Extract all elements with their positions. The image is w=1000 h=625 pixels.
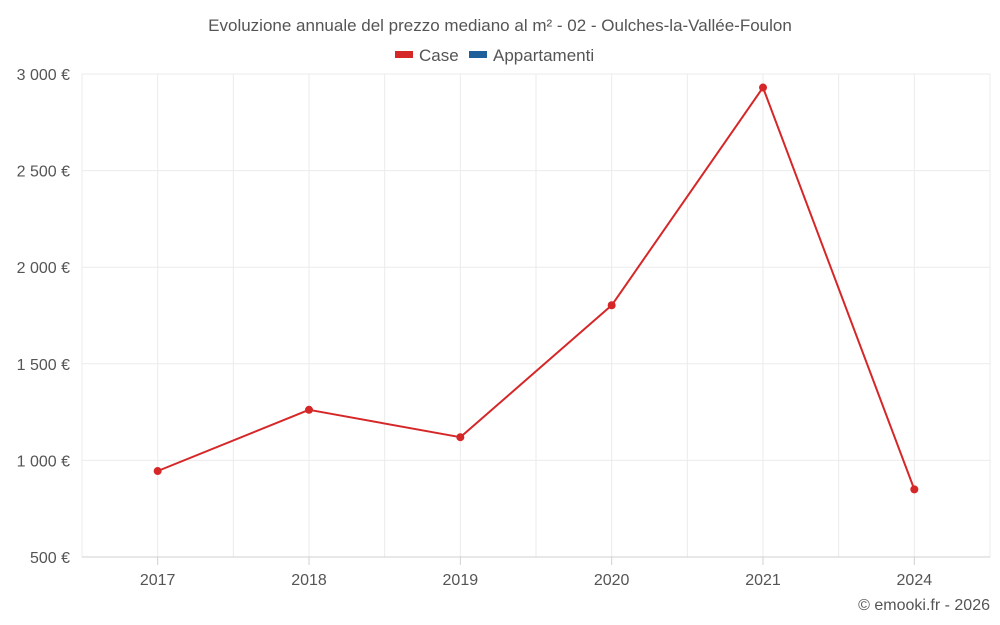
y-tick-label: 1 000 € [17, 453, 70, 470]
data-point[interactable] [759, 83, 767, 92]
data-point[interactable] [305, 405, 313, 414]
x-tick-label: 2019 [443, 572, 479, 589]
y-tick-label: 1 500 € [17, 357, 70, 374]
data-point[interactable] [607, 301, 616, 310]
data-point[interactable] [910, 485, 919, 494]
x-tick-label: 2024 [897, 572, 933, 589]
x-tick-label: 2018 [291, 572, 327, 589]
data-point[interactable] [153, 467, 162, 476]
data-point[interactable] [456, 433, 465, 442]
y-tick-label: 2 000 € [17, 260, 70, 277]
chart-title: Evoluzione annuale del prezzo mediano al… [208, 16, 792, 35]
legend-label-case[interactable]: Case [419, 46, 459, 65]
x-tick-label: 2020 [594, 572, 630, 589]
credit: © emooki.fr - 2026 [858, 597, 990, 614]
grid [81, 73, 991, 557]
legend-label-appartamenti[interactable]: Appartamenti [493, 46, 594, 65]
legend-swatch-case[interactable] [395, 51, 413, 58]
y-tick-label: 3 000 € [17, 67, 70, 84]
legend-swatch-appartamenti[interactable] [469, 51, 487, 58]
y-axis: 500 € 1 000 € 1 500 € 2 000 € 2 500 € 3 000 € [17, 67, 70, 567]
legend: Case Appartamenti [395, 46, 594, 65]
y-tick-label: 500 € [30, 550, 70, 567]
series-line-case [157, 86, 916, 490]
y-tick-label: 2 500 € [17, 164, 70, 181]
x-tick-label: 2021 [745, 572, 781, 589]
x-axis: 2017 2018 2019 2020 2021 2024 [82, 556, 990, 589]
x-tick-label: 2017 [140, 572, 176, 589]
series [153, 83, 919, 494]
